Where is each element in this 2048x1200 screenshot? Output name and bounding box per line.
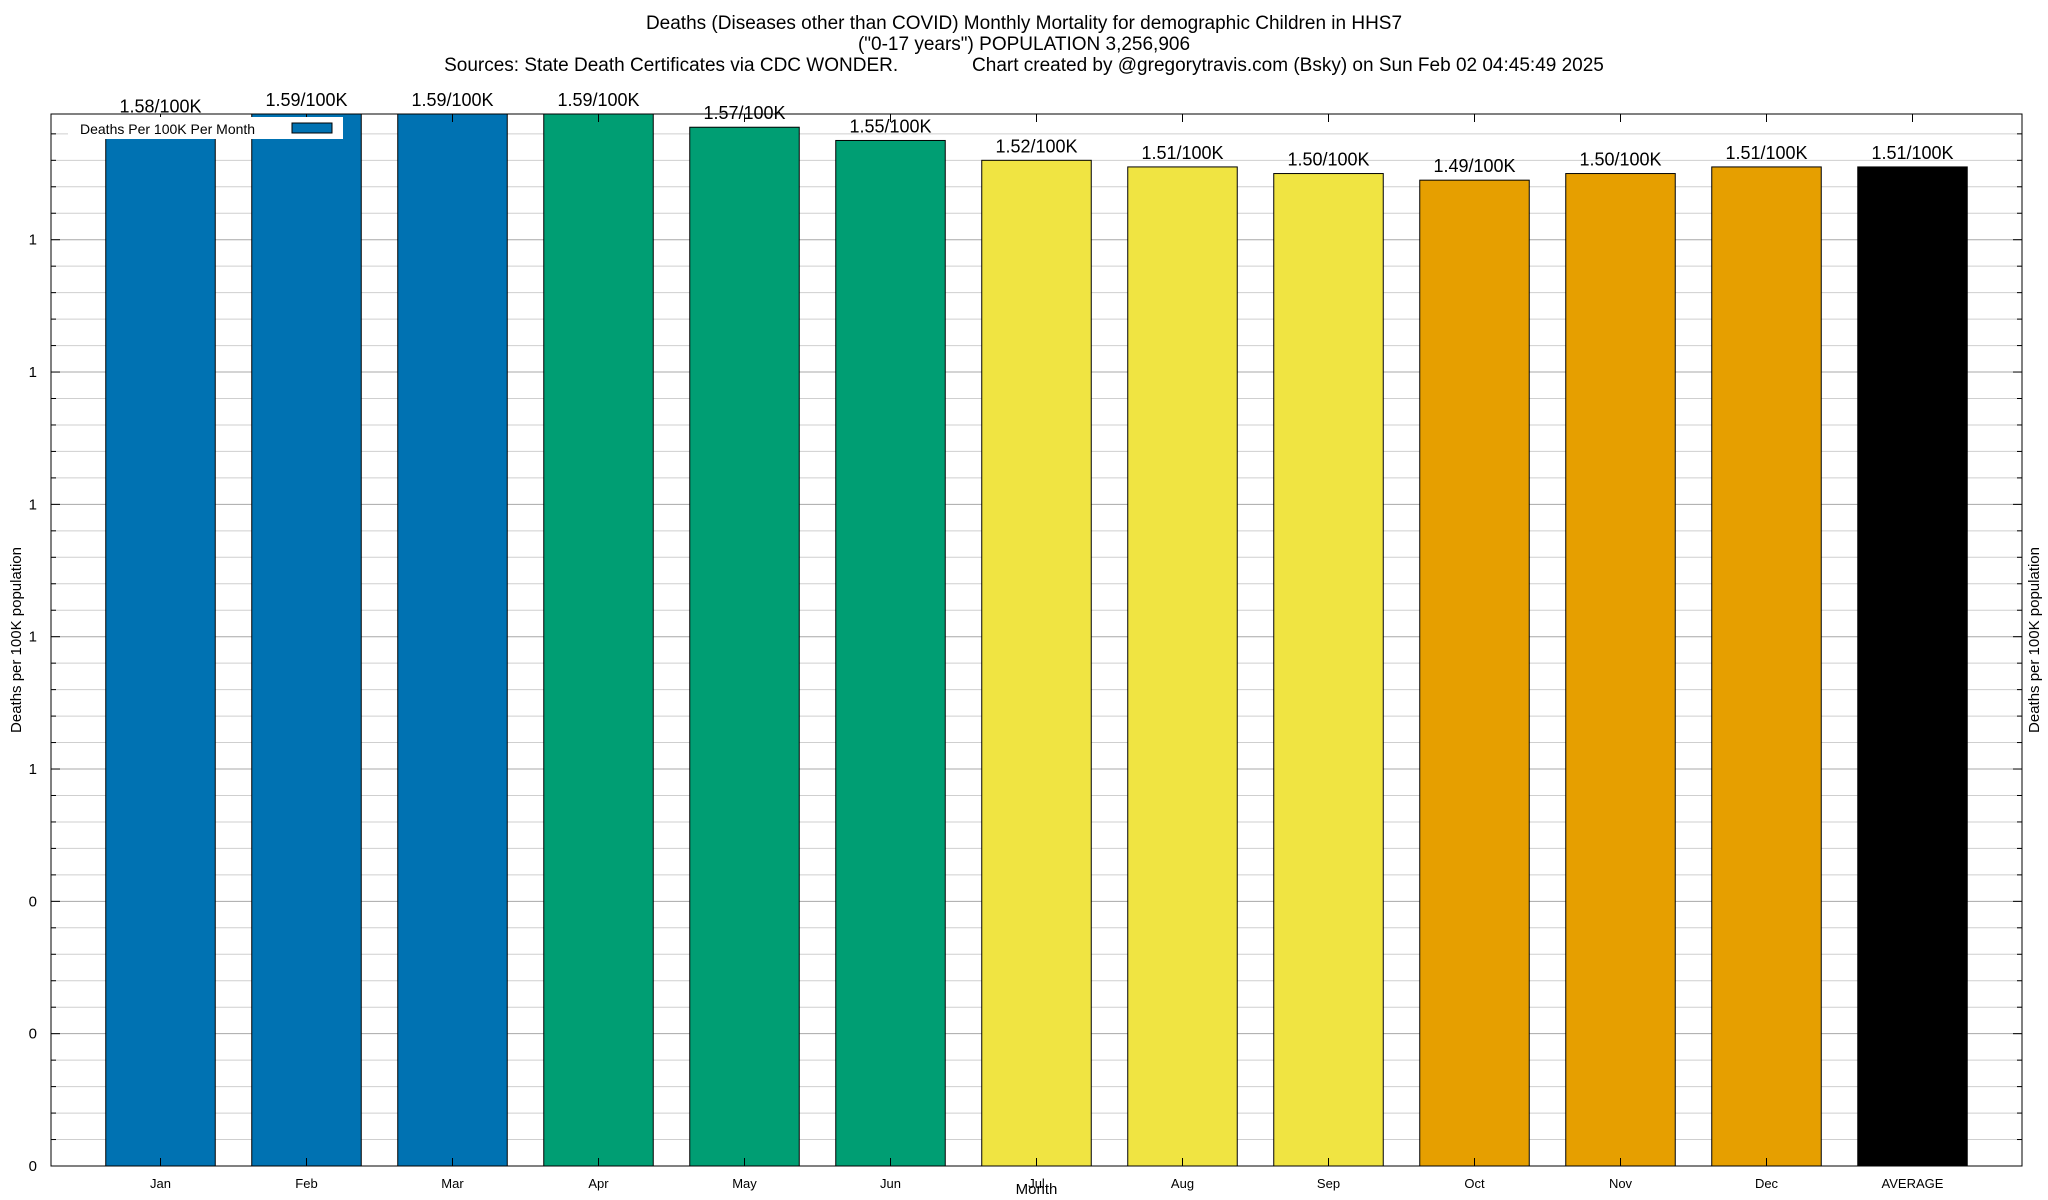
bar-nov [1565, 173, 1676, 1167]
y2-axis-title: Deaths per 100K population [2026, 547, 2043, 733]
bar-average [1857, 166, 1968, 1167]
y-tick-label: 1 [29, 629, 37, 646]
data-label: 1.58/100K [119, 97, 201, 117]
y-tick-label: 1 [29, 232, 37, 249]
legend-box [68, 117, 343, 139]
y-tick-label: 0 [29, 1158, 37, 1175]
x-tick-label: Dec [1755, 1176, 1779, 1191]
chart-subtitle: ("0-17 years") POPULATION 3,256,906 [857, 34, 1191, 55]
y-axis-title: Deaths per 100K population [8, 547, 25, 733]
bar-aug [1127, 166, 1238, 1167]
data-label: 1.59/100K [411, 90, 493, 110]
data-label: 1.59/100K [265, 90, 347, 110]
data-labels: 1.58/100K 1.59/100K 1.59/100K 1.59/100K 1.57… [119, 90, 1953, 176]
bar-may [689, 126, 800, 1167]
y-tick-label: 0 [29, 893, 37, 910]
bar-dec [1711, 166, 1822, 1167]
x-tick-label: Sep [1317, 1176, 1340, 1191]
x-tick-label: Feb [295, 1176, 317, 1191]
data-label: 1.51/100K [1141, 143, 1223, 163]
x-tick-label: Jun [880, 1176, 901, 1191]
data-label: 1.57/100K [703, 103, 785, 123]
bars [105, 113, 1968, 1167]
bar-apr [543, 113, 654, 1167]
data-label: 1.55/100K [849, 116, 931, 136]
y-tick-label: 1 [29, 496, 37, 513]
y-tick-label: 1 [29, 364, 37, 381]
data-label: 1.51/100K [1725, 143, 1807, 163]
y-tick-label: 1 [29, 761, 37, 778]
x-tick-label: AVERAGE [1882, 1176, 1944, 1191]
bar-jun [835, 139, 946, 1167]
data-label: 1.50/100K [1579, 150, 1661, 170]
x-tick-label: Nov [1609, 1176, 1633, 1191]
bar-sep [1273, 173, 1384, 1167]
x-axis-title: Month [1016, 1181, 1058, 1198]
x-tick-label: Oct [1464, 1176, 1485, 1191]
chart-source-line: Sources: State Death Certificates via CD… [444, 55, 1604, 76]
x-tick-label: Aug [1171, 1176, 1194, 1191]
x-tick-label: Mar [441, 1176, 464, 1191]
legend-swatch [291, 122, 333, 134]
legend-label: Deaths Per 100K Per Month [80, 121, 255, 137]
legend: Deaths Per 100K Per Month [68, 117, 343, 139]
x-tick-label: Jul [1028, 1176, 1045, 1191]
data-label: 1.59/100K [557, 90, 639, 110]
data-label: 1.50/100K [1287, 150, 1369, 170]
bar-mar [397, 113, 508, 1167]
y-axis-ticks: 0 0 0 1 1 1 1 1 [29, 133, 2022, 1175]
bar-oct [1419, 179, 1530, 1167]
y-tick-label: 0 [29, 1026, 37, 1043]
x-axis-ticks: Jan Feb Mar Apr May Jun Jul Aug Sep Oct Nov Dec AVER… [150, 114, 1944, 1191]
x-tick-label: May [732, 1176, 757, 1191]
bar-feb [251, 113, 362, 1167]
x-tick-label: Jan [150, 1176, 171, 1191]
data-label: 1.52/100K [995, 136, 1077, 156]
chart-title: Deaths (Diseases other than COVID) Month… [645, 13, 1403, 34]
x-tick-label: Apr [588, 1176, 609, 1191]
bar-jan [105, 120, 216, 1167]
data-label: 1.49/100K [1433, 156, 1515, 176]
data-label: 1.51/100K [1871, 143, 1953, 163]
bar-jul [981, 159, 1092, 1167]
